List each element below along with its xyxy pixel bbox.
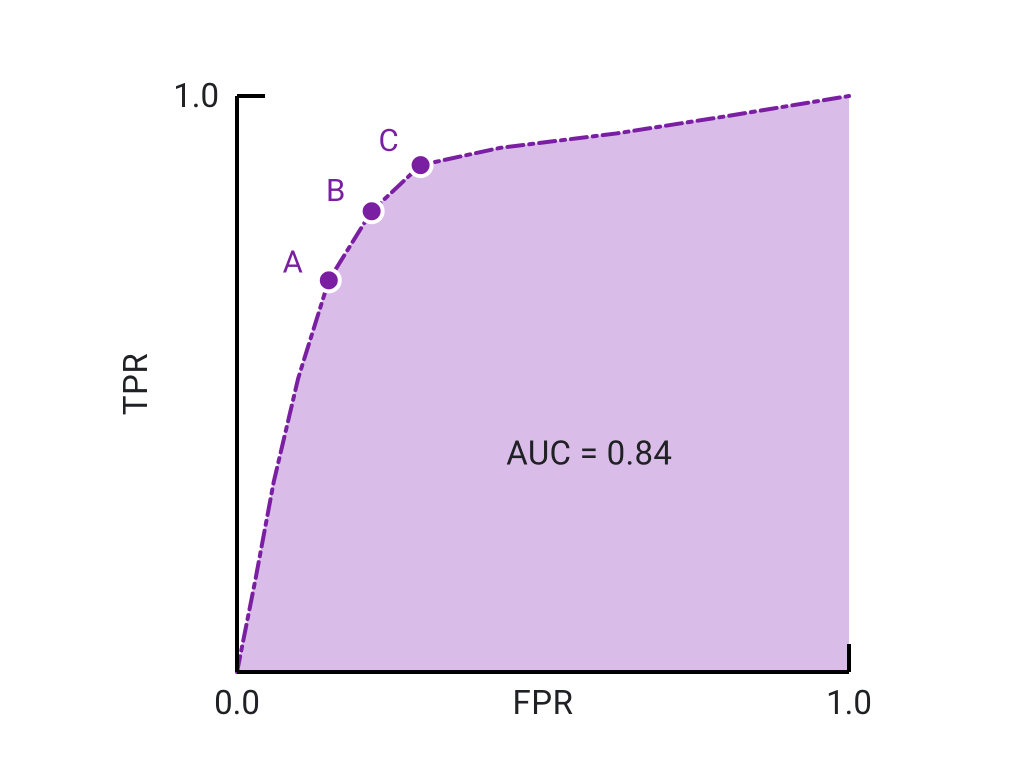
- y-tick-label: 1.0: [173, 77, 219, 116]
- roc-point-label-b: B: [326, 172, 345, 209]
- roc-point-a: [318, 269, 340, 291]
- x-tick-label: 0.0: [214, 684, 260, 723]
- x-tick-label: 1.0: [826, 684, 872, 723]
- y-axis-label: TPR: [117, 353, 156, 415]
- roc-point-label-a: A: [283, 243, 303, 280]
- roc-point-b: [361, 200, 383, 222]
- auc-label: AUC = 0.84: [506, 435, 672, 474]
- roc-point-c: [410, 154, 432, 176]
- roc-point-label-c: C: [379, 122, 399, 159]
- x-axis-label: FPR: [513, 684, 574, 723]
- roc-chart: 1.0 0.0 1.0 FPR TPR ABC AUC = 0.84: [0, 0, 1024, 769]
